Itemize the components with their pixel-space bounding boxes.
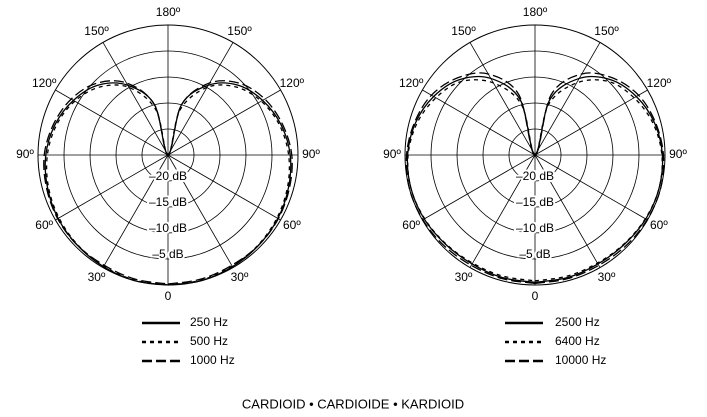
legend-label: 250 Hz bbox=[190, 315, 228, 329]
angle-label: 120º bbox=[32, 76, 57, 90]
ring-label: –10 dB bbox=[149, 221, 187, 235]
spoke bbox=[469, 42, 536, 156]
spoke bbox=[534, 89, 648, 156]
spoke bbox=[167, 89, 281, 156]
angle-label: 90º bbox=[383, 147, 401, 161]
angle-label: 120º bbox=[647, 76, 672, 90]
legend-label: 6400 Hz bbox=[555, 334, 600, 348]
ring-label: –20 dB bbox=[149, 169, 187, 183]
angle-label: 150º bbox=[451, 24, 476, 38]
angle-label: 150º bbox=[84, 24, 109, 38]
angle-label: 30º bbox=[88, 270, 106, 284]
ring-label: –10 dB bbox=[516, 221, 554, 235]
caption: CARDIOID • CARDIOIDE • KARDIOID bbox=[242, 396, 464, 411]
spoke bbox=[534, 154, 601, 268]
angle-label: 120º bbox=[399, 76, 424, 90]
angle-label: 180º bbox=[156, 5, 181, 19]
legend-label: 500 Hz bbox=[190, 334, 228, 348]
spoke bbox=[167, 154, 281, 221]
angle-label: 180º bbox=[523, 5, 548, 19]
angle-label: 60º bbox=[35, 218, 53, 232]
angle-label: 150º bbox=[227, 24, 252, 38]
response-curve bbox=[407, 79, 663, 282]
spoke bbox=[422, 154, 536, 221]
angle-label: 120º bbox=[280, 76, 305, 90]
spoke bbox=[55, 154, 169, 221]
spoke bbox=[102, 154, 169, 268]
angle-label: 0 bbox=[165, 289, 172, 303]
ring-label: –20 dB bbox=[516, 169, 554, 183]
spoke bbox=[167, 154, 234, 268]
spoke bbox=[422, 89, 536, 156]
spoke bbox=[167, 42, 234, 156]
angle-label: 90º bbox=[669, 147, 687, 161]
angle-label: 150º bbox=[594, 24, 619, 38]
response-curve bbox=[405, 72, 665, 285]
spoke bbox=[469, 154, 536, 268]
angle-label: 90º bbox=[302, 147, 320, 161]
legend-label: 10000 Hz bbox=[555, 353, 606, 367]
response-curve bbox=[43, 80, 293, 285]
angle-label: 60º bbox=[650, 218, 668, 232]
angle-label: 0 bbox=[532, 289, 539, 303]
ring-label: –15 dB bbox=[516, 195, 554, 209]
angle-label: 90º bbox=[16, 147, 34, 161]
spoke bbox=[534, 154, 648, 221]
spoke bbox=[534, 42, 601, 156]
ring-label: –5 dB bbox=[519, 247, 550, 261]
spoke bbox=[102, 42, 169, 156]
angle-label: 30º bbox=[598, 270, 616, 284]
legend-label: 2500 Hz bbox=[555, 315, 600, 329]
angle-label: 60º bbox=[402, 218, 420, 232]
spoke bbox=[55, 89, 169, 156]
angle-label: 60º bbox=[283, 218, 301, 232]
ring-label: –5 dB bbox=[152, 247, 183, 261]
angle-label: 30º bbox=[231, 270, 249, 284]
ring-label: –15 dB bbox=[149, 195, 187, 209]
angle-label: 30º bbox=[455, 270, 473, 284]
legend-label: 1000 Hz bbox=[190, 353, 235, 367]
